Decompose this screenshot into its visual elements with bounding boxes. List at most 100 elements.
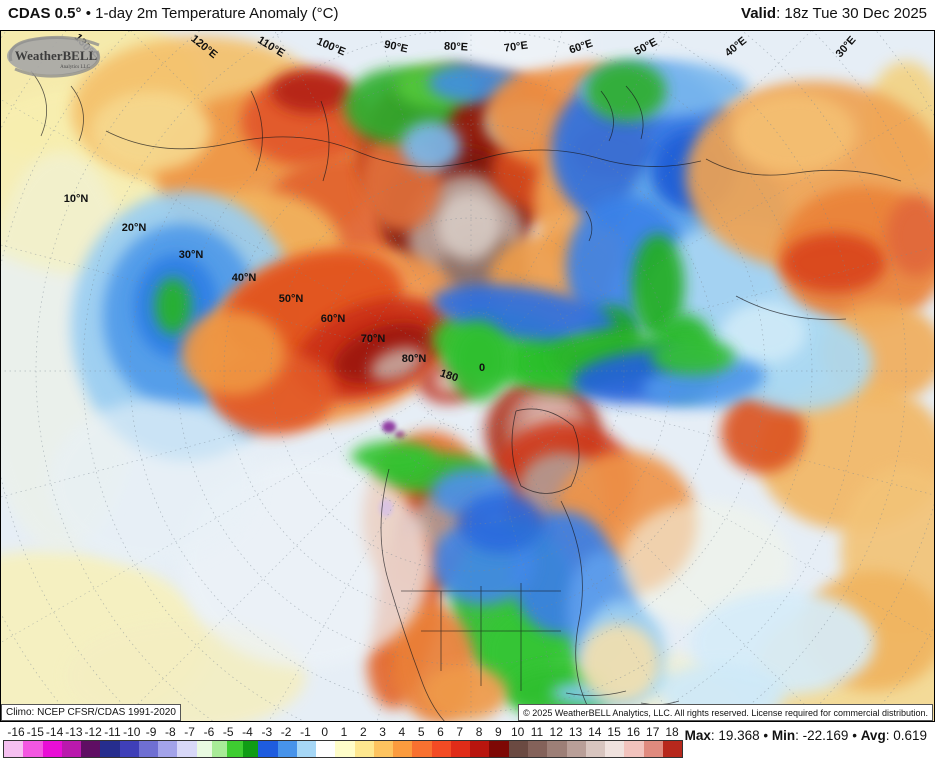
colorbar-cell — [242, 741, 259, 757]
stats-bullet: • — [848, 728, 861, 743]
valid-time: Valid: 18z Tue 30 Dec 2025 — [741, 5, 927, 22]
colorbar-labels: -16 -15 -14 -13 -12 -11 -10 -9 -8 -7 -6 -5 -4 -3 -2 -1 0… — [0, 725, 700, 739]
coastline-path — [511, 408, 580, 494]
colorbar-cell — [138, 741, 159, 757]
colorbar-cell — [508, 741, 528, 757]
colorbar-cell — [624, 741, 644, 757]
colorbar-tick-label: 18 — [665, 725, 679, 739]
colorbar-cell — [373, 741, 394, 757]
colorbar-cell — [177, 741, 197, 757]
colorbar-tick-label: 9 — [495, 725, 502, 739]
colorbar-tick-label: -11 — [104, 725, 121, 739]
colorbar-tick-label: 2 — [359, 725, 367, 739]
colorbar-cell — [528, 741, 548, 757]
title-bullet: • — [81, 5, 96, 22]
coastline-path — [560, 500, 590, 710]
colorbar-tick-label: 16 — [626, 725, 641, 739]
colorbar-cell — [566, 741, 586, 757]
colorbar-cell — [61, 741, 82, 757]
anomaly-blob — [155, 278, 191, 334]
field-stats: Max: 19.368 • Min: -22.169 • Avg: 0.619 — [685, 728, 927, 743]
colorbar-cell — [316, 741, 336, 757]
colorbar-tick-label: -1 — [300, 725, 311, 739]
colorbar-cell — [412, 741, 432, 757]
anomaly-field — [1, 31, 934, 721]
colorbar-cell — [258, 741, 278, 757]
colorbar — [3, 740, 683, 758]
colorbar-tick-label: 7 — [456, 725, 464, 739]
colorbar-tick-label: 4 — [398, 725, 406, 739]
colorbar-tick-label: 10 — [510, 725, 525, 739]
colorbar-tick-label: 11 — [530, 725, 544, 739]
anomaly-blob — [181, 311, 285, 395]
coastline-path — [600, 85, 644, 142]
model-name: CDAS 0.5° — [8, 5, 82, 22]
colorbar-cell — [23, 741, 43, 757]
colorbar-cell — [431, 741, 451, 757]
map-canvas — [1, 31, 934, 721]
colorbar-tick-label: -8 — [165, 725, 176, 739]
colorbar-tick-label: 17 — [646, 725, 660, 739]
coastlines — [30, 70, 902, 721]
anomaly-blob — [461, 31, 591, 68]
map-frame: 10°N 20°N 30°N 40°N 50°N 60°N 70°N 80°N 180 0 130… — [0, 30, 935, 722]
legend-area: -16 -15 -14 -13 -12 -11 -10 -9 -8 -7 -6 -5 -4 -3 -2 -1 0… — [0, 722, 935, 768]
colorbar-cell — [119, 741, 139, 757]
colorbar-cell — [393, 741, 413, 757]
coastline-path — [705, 158, 902, 320]
min-label: Min — [771, 728, 796, 743]
title-text: 1-day 2m Temperature Anomaly (°C) — [95, 5, 339, 22]
anomaly-blob — [722, 303, 806, 363]
max-label: Max — [684, 728, 711, 743]
anomaly-blob — [886, 196, 934, 276]
colorbar-tick-label: 14 — [588, 725, 602, 739]
colorbar-cell — [296, 741, 317, 757]
climo-note: Climo: NCEP CFSR/CDAS 1991-2020 — [1, 704, 181, 721]
anomaly-blob — [449, 321, 509, 401]
colorbar-tick-label: -14 — [45, 725, 64, 739]
colorbar-cell — [335, 741, 355, 757]
colorbar-cell — [4, 741, 24, 757]
anomaly-blob — [395, 431, 405, 439]
colorbar-tick-label: -10 — [123, 725, 141, 739]
colorbar-tick-label: 3 — [379, 725, 386, 739]
colorbar-tick-label: -5 — [222, 725, 234, 739]
colorbar-tick-label: 8 — [475, 725, 483, 739]
anomaly-blob — [437, 192, 501, 260]
colorbar-cell — [196, 741, 213, 757]
colorbar-cell — [81, 741, 101, 757]
colorbar-tick-label: -15 — [26, 725, 44, 739]
anomaly-blob — [621, 501, 791, 625]
anomaly-blob — [732, 93, 856, 173]
anomaly-blob — [579, 623, 659, 703]
colorbar-tick-label: -7 — [184, 725, 195, 739]
colorbar-cell — [547, 741, 567, 757]
anomaly-blob — [271, 69, 351, 113]
colorbar-tick-label: 0 — [321, 725, 329, 739]
colorbar-tick-label: 6 — [437, 725, 444, 739]
coastline-path — [105, 130, 702, 168]
colorbar-tick-label: -2 — [280, 725, 292, 739]
anomaly-blob — [721, 393, 805, 473]
max-value: : 19.368 — [710, 728, 760, 743]
colorbar-tick-label: -16 — [7, 725, 25, 739]
anomaly-blob — [782, 233, 886, 293]
colorbar-cell — [605, 741, 625, 757]
colorbar-tick-label: 5 — [417, 725, 425, 739]
anomaly-blob — [401, 121, 461, 171]
colorbar-cell — [470, 741, 490, 757]
colorbar-cell — [585, 741, 606, 757]
valid-value: : 18z Tue 30 Dec 2025 — [776, 5, 927, 22]
colorbar-cell — [489, 741, 509, 757]
map-title: CDAS 0.5° • 1-day 2m Temperature Anomaly… — [8, 5, 338, 22]
colorbar-tick-label: 15 — [607, 725, 621, 739]
anomaly-blob — [91, 91, 211, 171]
colorbar-tick-label: -4 — [242, 725, 253, 739]
colorbar-cell — [354, 741, 374, 757]
anomaly-blob — [351, 441, 435, 475]
coastline-path — [585, 210, 593, 242]
colorbar-tick-label: 12 — [549, 725, 563, 739]
header: CDAS 0.5° • 1-day 2m Temperature Anomaly… — [0, 0, 935, 30]
colorbar-cell — [158, 741, 178, 757]
colorbar-tick-label: 13 — [568, 725, 583, 739]
